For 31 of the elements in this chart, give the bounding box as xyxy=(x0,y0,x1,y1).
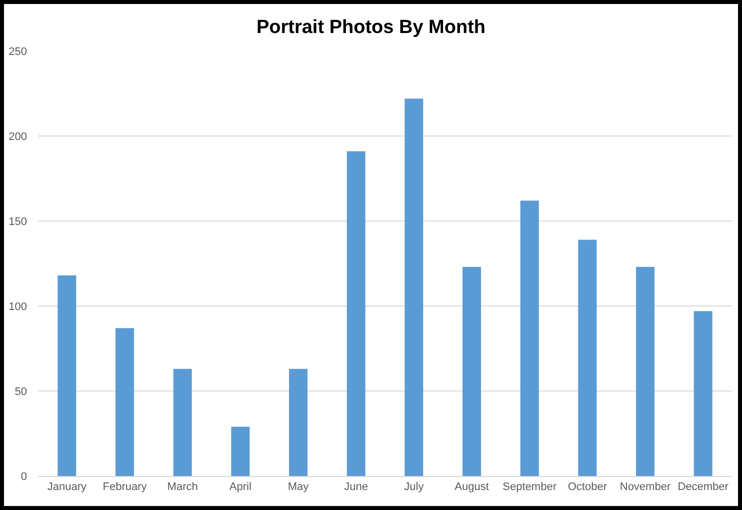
x-tick-label: May xyxy=(288,481,310,494)
y-tick-label: 250 xyxy=(8,46,27,58)
x-tick-label: September xyxy=(502,481,557,494)
x-tick-label: December xyxy=(678,481,729,494)
y-tick-label: 200 xyxy=(8,130,27,143)
x-tick-label: April xyxy=(229,481,252,494)
chart-title: Portrait Photos By Month xyxy=(256,17,486,38)
bar xyxy=(346,151,366,476)
y-tick-label: 150 xyxy=(8,216,27,228)
y-tick-label: 100 xyxy=(8,300,27,313)
bar xyxy=(462,266,481,476)
x-tick-label: November xyxy=(620,481,671,494)
bar xyxy=(289,368,308,476)
x-tick-label: January xyxy=(47,481,87,494)
bar xyxy=(520,200,539,476)
x-tick-label: July xyxy=(404,481,424,494)
bar xyxy=(636,266,654,476)
x-tick-label: February xyxy=(102,481,148,494)
bar xyxy=(404,98,424,476)
x-tick-label: March xyxy=(167,481,198,494)
bar xyxy=(231,426,250,476)
x-tick-label: August xyxy=(454,481,489,494)
y-tick-label: 0 xyxy=(20,470,27,483)
bar xyxy=(58,275,76,476)
bar xyxy=(694,311,712,476)
bar xyxy=(173,368,192,476)
x-tick-label: June xyxy=(344,481,368,494)
bar xyxy=(578,240,597,476)
bar xyxy=(116,328,134,476)
x-tick-label: October xyxy=(568,481,608,494)
y-tick-label: 50 xyxy=(14,386,27,398)
